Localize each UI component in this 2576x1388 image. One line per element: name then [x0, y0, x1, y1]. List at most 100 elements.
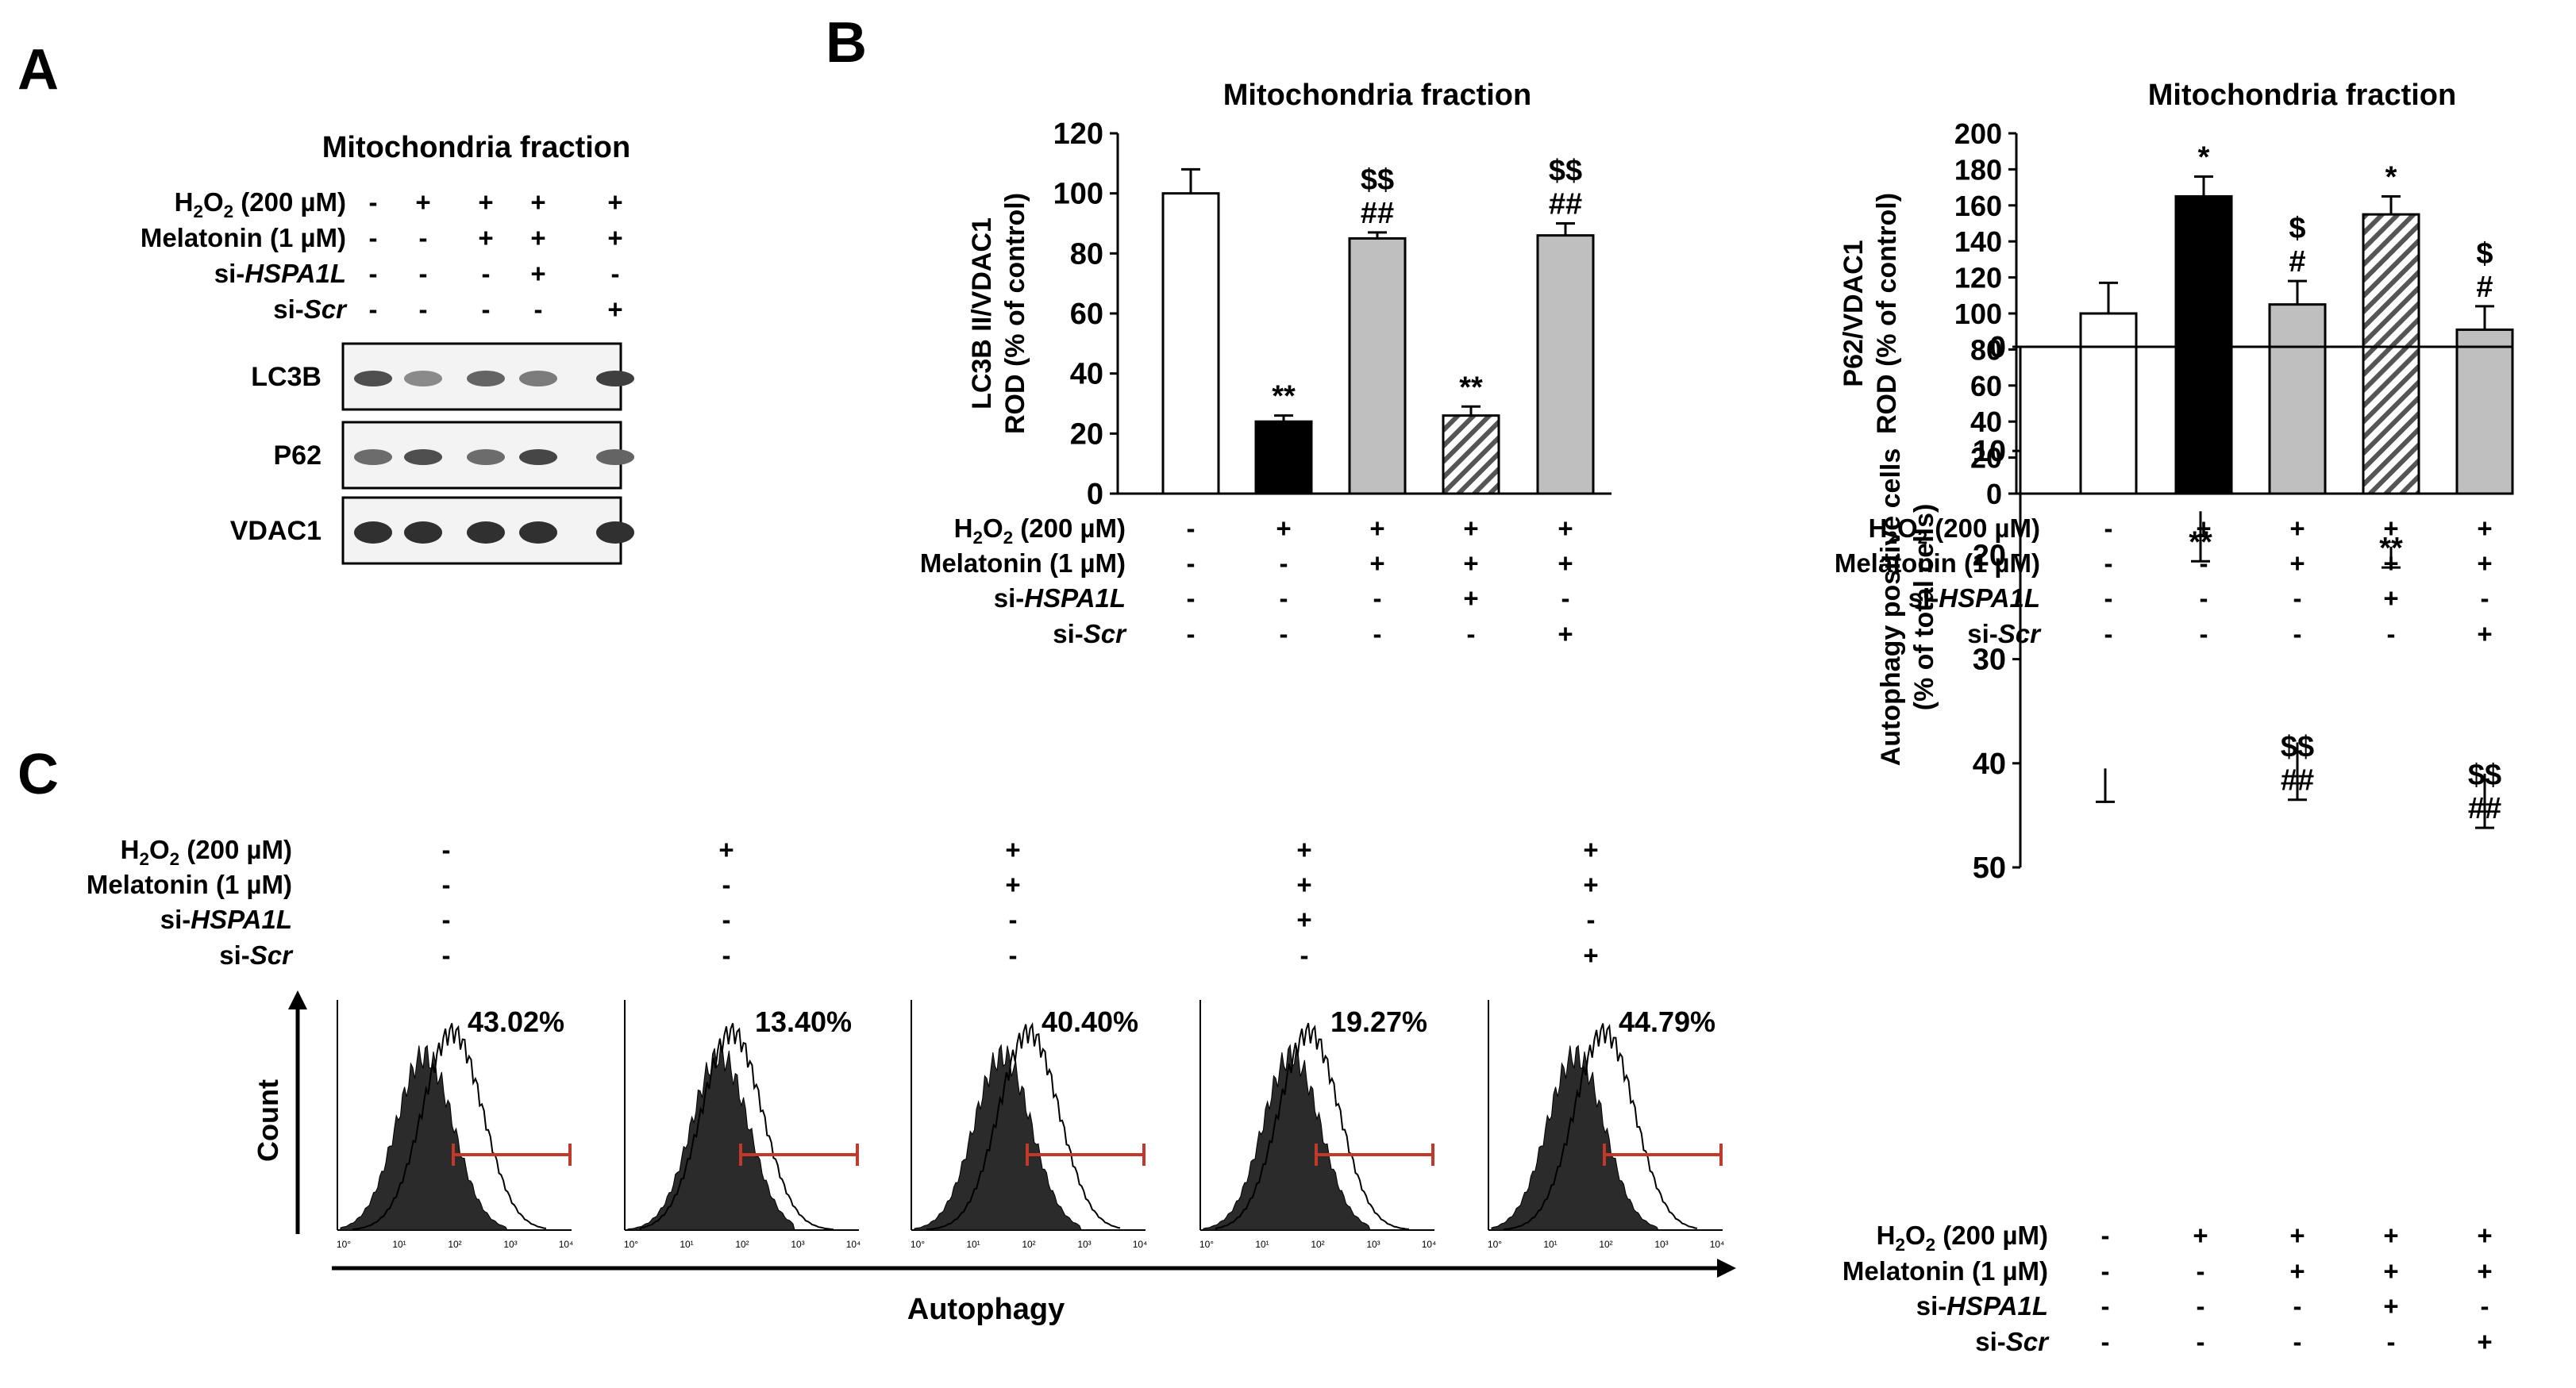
lc3b-sign-h2o2: +: [1276, 513, 1291, 543]
autophagy-sign-si_scr: -: [2387, 1327, 2396, 1356]
blot-band: [467, 521, 505, 544]
gate-percentage: 19.27%: [1330, 1005, 1427, 1038]
p62-sign-si_scr: +: [2477, 619, 2492, 648]
autophagy-sign-h2o2: +: [2477, 1221, 2492, 1250]
y-tick-label: 20: [1973, 539, 2006, 572]
histogram-tick-label: 10³: [503, 1239, 517, 1250]
flow-sign-si_scr: -: [1009, 940, 1018, 970]
autophagy-label-melatonin: Melatonin (1 µM): [1842, 1256, 2048, 1286]
significance-mark: #: [2476, 271, 2493, 304]
blot-sign-si_scr: -: [482, 294, 491, 324]
histogram-tick-label: 10°: [1488, 1239, 1502, 1250]
blot-band: [404, 371, 442, 386]
y-tick-label: 100: [1954, 298, 2002, 330]
blot-band-label: P62: [274, 440, 322, 471]
flow-sign-si_hspa: -: [722, 905, 731, 934]
chart-title: Mitochondria fraction: [1223, 79, 1531, 112]
blot-sign-si_hspa: -: [369, 259, 378, 288]
autophagy-sign-si_hspa: -: [2481, 1291, 2489, 1321]
bar: [2362, 213, 2420, 495]
lc3b-sign-si_scr: +: [1558, 619, 1573, 648]
p62-sign-h2o2: -: [2104, 513, 2113, 543]
panel-label-b: B: [826, 11, 867, 75]
autophagy-sign-si_scr: -: [2293, 1327, 2302, 1356]
blot-band: [404, 449, 442, 465]
histogram-tick-label: 10²: [1311, 1239, 1324, 1250]
significance-mark: **: [2189, 525, 2212, 559]
sample-histogram-outline: [1215, 1022, 1410, 1230]
blot-band: [404, 521, 442, 544]
p62-sign-h2o2: +: [2289, 513, 2305, 543]
y-axis-label: P62/VDAC1: [1839, 240, 1869, 386]
flow-sign-h2o2: +: [1296, 835, 1311, 864]
autophagy-sign-si_scr: -: [2197, 1327, 2205, 1356]
blot-sign-melatonin: -: [419, 223, 428, 252]
bar: [2455, 328, 2514, 495]
significance-mark: ##: [1549, 188, 1582, 221]
histogram-tick-label: 10⁴: [846, 1239, 861, 1250]
y-tick-label: 40: [1973, 748, 2006, 781]
significance-mark: $: [2476, 237, 2493, 271]
flow-sign-h2o2: +: [1583, 835, 1598, 864]
histogram-tick-label: 10°: [624, 1239, 638, 1250]
autophagy-label-si_hspa: si-HSPA1L: [1916, 1291, 2048, 1321]
blot-sign-h2o2: +: [478, 187, 493, 217]
blot-sign-si_scr: -: [419, 294, 428, 324]
autophagy-axis-label: Autophagy: [907, 1293, 1065, 1326]
blot-band: [354, 371, 392, 386]
autophagy-sign-si_hspa: -: [2293, 1291, 2302, 1321]
lc3b-sign-h2o2: +: [1558, 513, 1573, 543]
autophagy-condition-table: H2O2 (200 µM) - + + + + Melatonin (1 µM) - - + + + s…: [1842, 1221, 2493, 1356]
y-axis-label: Autophagy positive cells: [1876, 448, 1906, 767]
gate-percentage: 43.02%: [468, 1005, 564, 1038]
blot-sign-melatonin: +: [607, 223, 622, 252]
chart-title: Mitochondria fraction: [2148, 79, 2456, 112]
blot-title: Mitochondria fraction: [322, 131, 630, 164]
blot-band: [354, 521, 392, 544]
significance-mark: $: [2289, 212, 2305, 245]
autophagy-sign-si_scr: -: [2101, 1327, 2110, 1356]
blot-band: [596, 371, 634, 386]
significance-mark: *: [2198, 140, 2210, 174]
sample-histogram-outline: [640, 1022, 834, 1231]
autophagy-sign-melatonin: +: [2289, 1256, 2305, 1286]
autophagy-sign-melatonin: -: [2101, 1256, 2110, 1286]
y-tick-label: 20: [1070, 417, 1103, 451]
y-tick-label: 40: [1970, 406, 2002, 438]
autophagy-label-si_scr: si-Scr: [1975, 1327, 2050, 1356]
histogram-tick-label: 10¹: [1543, 1239, 1557, 1250]
y-tick-label: 60: [1970, 370, 2002, 402]
gate-percentage: 44.79%: [1619, 1005, 1715, 1038]
lc3b-sign-melatonin: +: [1558, 548, 1573, 578]
y-tick-label: 100: [1053, 178, 1103, 211]
significance-mark: $$: [1361, 163, 1394, 197]
lc3b-label-h2o2: H2O2 (200 µM): [954, 513, 1126, 548]
panel-label-c: C: [17, 743, 59, 806]
bar: [1442, 414, 1500, 495]
flow-sign-si_scr: -: [442, 940, 451, 970]
lc3b-label-si_scr: si-Scr: [1053, 619, 1127, 648]
blot-band: [519, 521, 557, 544]
bar: [1348, 236, 1407, 495]
flow-sign-si_hspa: -: [1587, 905, 1596, 934]
flow-sign-si_hspa: -: [442, 905, 451, 934]
histogram-tick-label: 10²: [448, 1239, 461, 1250]
y-tick-label: 180: [1954, 153, 2002, 186]
blot-label-si_hspa: si-HSPA1L: [214, 259, 346, 288]
lc3b-sign-si_hspa: -: [1561, 583, 1570, 613]
y-axis-label: ROD (% of control): [1000, 193, 1030, 434]
bar: [1161, 192, 1220, 495]
blot-sign-h2o2: -: [369, 187, 378, 217]
blot-sign-h2o2: +: [415, 187, 430, 217]
blot-sign-si_hspa: -: [419, 259, 428, 288]
autophagy-sign-si_hspa: -: [2197, 1291, 2205, 1321]
flow-label-melatonin: Melatonin (1 µM): [87, 870, 292, 899]
bar: [1536, 234, 1595, 495]
bar: [2079, 312, 2138, 495]
histogram-tick-label: 10²: [1599, 1239, 1612, 1250]
blot-sign-h2o2: +: [530, 187, 545, 217]
significance-mark: ##: [1361, 197, 1394, 230]
